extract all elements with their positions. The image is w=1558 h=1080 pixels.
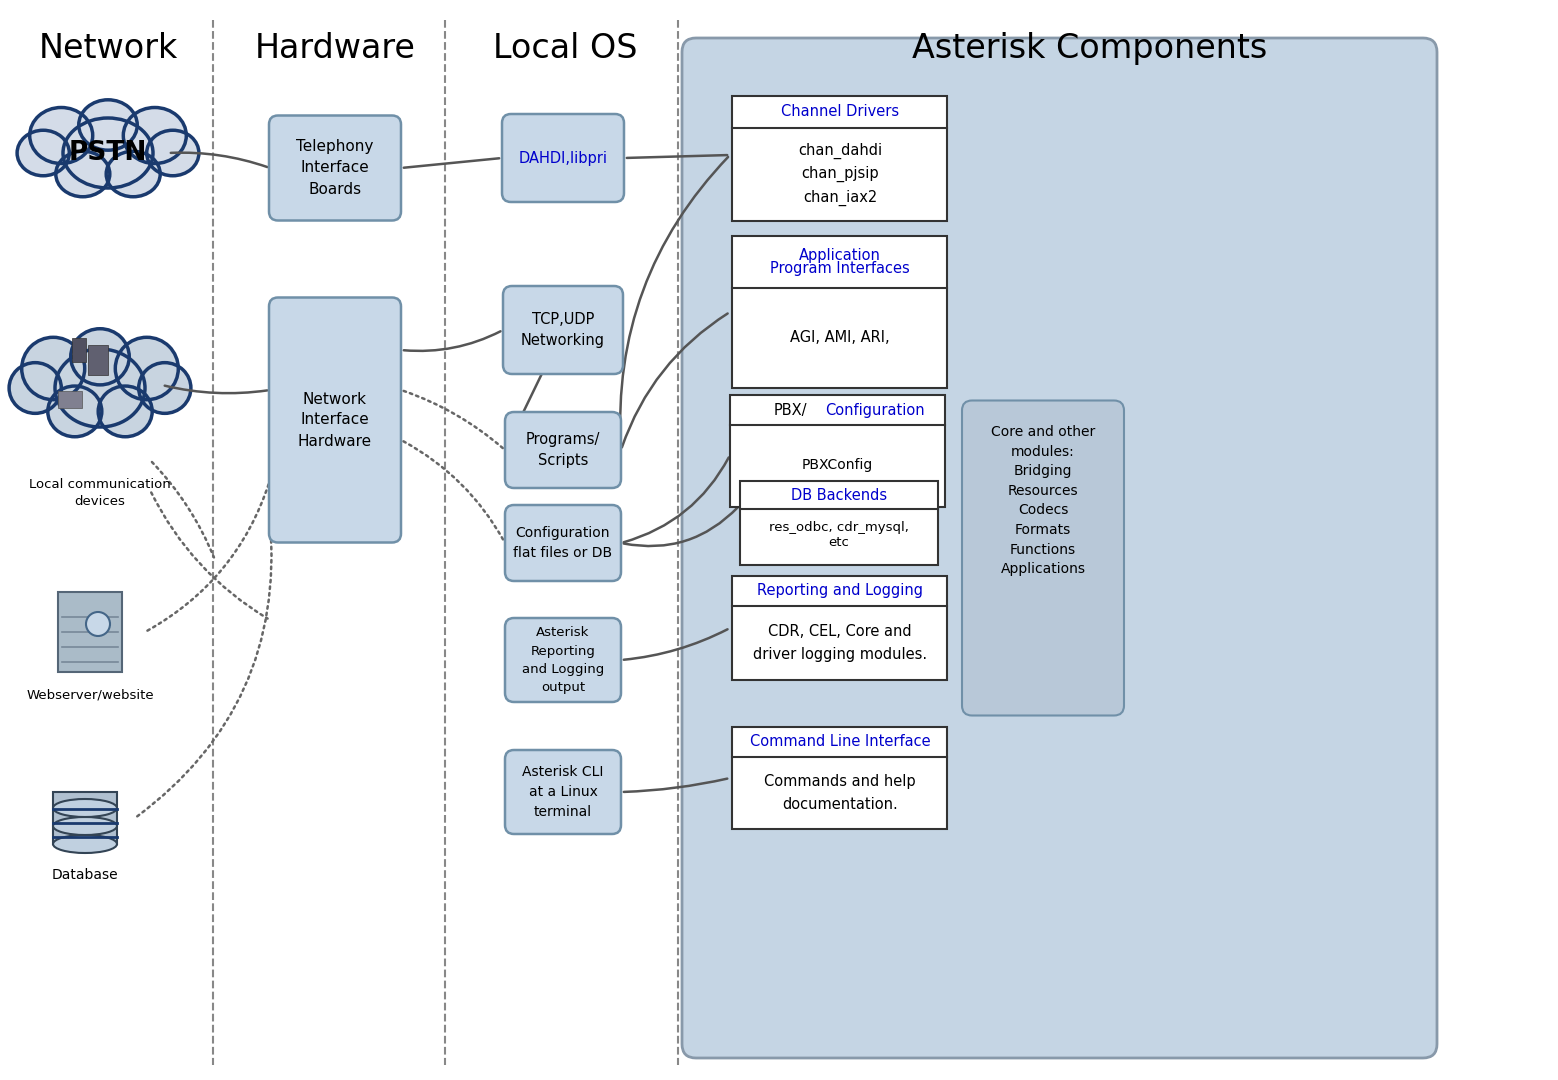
FancyArrowPatch shape [622,313,728,447]
Text: Configuration: Configuration [826,403,925,418]
Text: Channel Drivers: Channel Drivers [781,104,899,119]
Ellipse shape [9,363,61,414]
Ellipse shape [53,799,117,816]
Text: PSTN: PSTN [69,140,146,166]
FancyArrowPatch shape [623,458,729,542]
FancyArrowPatch shape [165,386,268,393]
Text: res_odbc, cdr_mysql,
etc: res_odbc, cdr_mysql, etc [770,521,908,549]
Text: Network: Network [39,32,178,65]
Bar [58,391,83,408]
Ellipse shape [106,151,160,197]
FancyBboxPatch shape [505,411,622,488]
FancyBboxPatch shape [270,116,400,220]
FancyArrowPatch shape [137,523,271,816]
Text: chan_dahdi
chan_pjsip
chan_iax2: chan_dahdi chan_pjsip chan_iax2 [798,143,882,205]
Text: Program Interfaces: Program Interfaces [770,261,910,276]
FancyBboxPatch shape [961,401,1123,715]
Text: Webserver/website: Webserver/website [26,688,154,701]
FancyArrowPatch shape [404,391,503,448]
Text: CDR, CEL, Core and
driver logging modules.: CDR, CEL, Core and driver logging module… [753,624,927,662]
Ellipse shape [146,131,199,176]
Ellipse shape [98,386,153,436]
Ellipse shape [79,99,137,150]
Ellipse shape [115,337,178,400]
Text: Command Line Interface: Command Line Interface [749,734,930,750]
Text: Local communication
devices: Local communication devices [30,478,171,508]
Text: PBXConfig: PBXConfig [801,458,872,472]
FancyBboxPatch shape [682,38,1436,1058]
Text: Core and other
modules:
Bridging
Resources
Codecs
Formats
Functions
Applications: Core and other modules: Bridging Resourc… [991,426,1095,576]
FancyArrowPatch shape [404,159,499,167]
FancyArrowPatch shape [151,492,268,619]
Ellipse shape [48,386,101,436]
Bar [58,592,122,672]
Text: Commands and help
documentation.: Commands and help documentation. [763,774,916,811]
Text: Reporting and Logging: Reporting and Logging [757,583,922,598]
Ellipse shape [30,108,92,163]
Text: PBX/: PBX/ [773,403,807,418]
Bar [732,95,947,220]
Bar [732,576,947,680]
Text: Application: Application [799,248,880,264]
Text: Hardware: Hardware [254,32,416,65]
Ellipse shape [70,328,129,384]
Ellipse shape [86,612,111,636]
Text: Telephony
Interface
Boards: Telephony Interface Boards [296,139,374,197]
Text: Programs/
Scripts: Programs/ Scripts [525,432,600,468]
Bar [740,481,938,565]
Ellipse shape [53,816,117,835]
FancyBboxPatch shape [505,750,622,834]
FancyArrowPatch shape [623,630,728,660]
Bar [732,727,947,829]
Text: AGI, AMI, ARI,: AGI, AMI, ARI, [790,330,890,346]
Ellipse shape [53,835,117,853]
Bar [72,338,86,362]
FancyBboxPatch shape [503,286,623,374]
FancyArrowPatch shape [404,332,500,351]
FancyArrowPatch shape [506,333,562,447]
Text: DAHDI,libpri: DAHDI,libpri [519,150,608,165]
Text: DB Backends: DB Backends [791,487,887,502]
Text: Asterisk CLI
at a Linux
terminal: Asterisk CLI at a Linux terminal [522,766,603,819]
FancyArrowPatch shape [404,442,503,541]
FancyBboxPatch shape [505,505,622,581]
Text: Configuration
flat files or DB: Configuration flat files or DB [514,526,612,559]
FancyBboxPatch shape [502,114,625,202]
FancyArrowPatch shape [148,483,270,631]
FancyArrowPatch shape [171,152,268,167]
Ellipse shape [17,131,69,176]
FancyArrowPatch shape [153,462,213,557]
Ellipse shape [56,151,109,197]
Ellipse shape [22,337,84,400]
Text: TCP,UDP
Networking: TCP,UDP Networking [520,312,605,348]
Text: Database: Database [51,868,118,882]
Text: Local OS: Local OS [492,32,637,65]
FancyArrowPatch shape [626,156,728,158]
Ellipse shape [123,108,187,163]
Ellipse shape [55,349,145,427]
Ellipse shape [62,118,153,188]
FancyArrowPatch shape [623,507,738,546]
Ellipse shape [139,363,192,414]
Bar [53,792,117,843]
Text: Asterisk Components: Asterisk Components [913,32,1268,65]
FancyArrowPatch shape [623,779,728,792]
FancyArrowPatch shape [620,157,728,447]
Bar [732,237,947,388]
Text: Network
Interface
Hardware: Network Interface Hardware [298,391,372,448]
Bar [87,345,108,375]
FancyBboxPatch shape [270,297,400,542]
Bar [731,395,946,507]
FancyBboxPatch shape [505,618,622,702]
Text: Asterisk
Reporting
and Logging
output: Asterisk Reporting and Logging output [522,626,605,693]
